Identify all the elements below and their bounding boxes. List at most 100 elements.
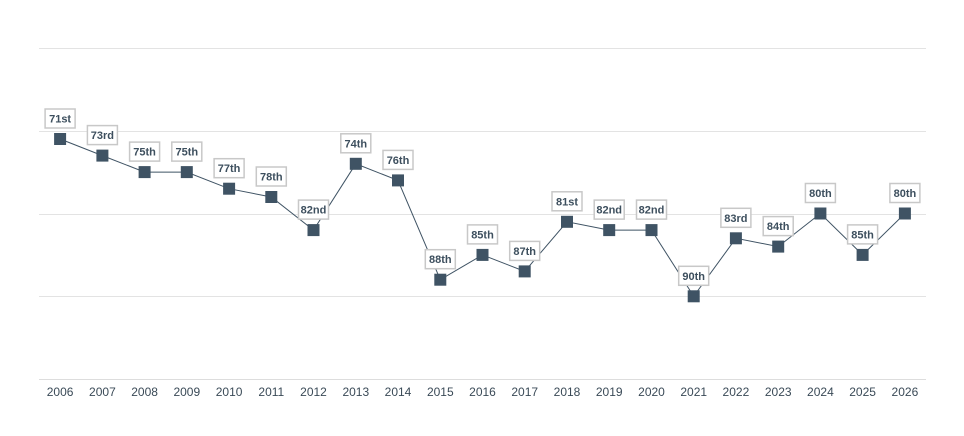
marker-2022 <box>729 232 742 245</box>
data-label-text: 82nd <box>639 205 665 217</box>
data-label-2025: 85th <box>846 224 879 245</box>
gridlines <box>39 48 926 297</box>
data-label-2026: 80th <box>889 182 921 204</box>
data-label-2011: 78th <box>255 166 288 187</box>
marker-2021 <box>687 290 700 303</box>
data-label-2022: 83rd <box>720 207 752 229</box>
data-label-text: 83rd <box>724 213 747 225</box>
marker-2013 <box>349 157 362 170</box>
marker-2010 <box>223 182 236 195</box>
data-label-box <box>382 149 414 171</box>
x-tick-2021: 2021 <box>680 385 707 399</box>
data-label-2016: 85th <box>466 224 499 245</box>
data-label-text: 75th <box>133 147 156 159</box>
data-label-2019: 82nd <box>593 199 625 220</box>
data-label-2023: 84th <box>762 215 794 237</box>
x-tick-2025: 2025 <box>849 385 876 399</box>
marker-2019 <box>603 224 616 237</box>
data-label-text: 85th <box>471 229 494 241</box>
x-tick-2017: 2017 <box>511 385 538 399</box>
marker-2023 <box>772 240 785 253</box>
marker-2016 <box>476 248 489 261</box>
x-tick-2014: 2014 <box>385 385 412 399</box>
x-tick-2016: 2016 <box>469 385 496 399</box>
data-label-box <box>762 215 794 237</box>
data-label-text: 81st <box>556 196 578 208</box>
data-label-2008: 75th <box>128 141 161 162</box>
data-label-text: 82nd <box>596 205 622 217</box>
marker-2025 <box>856 248 869 261</box>
data-label-text: 77th <box>218 163 241 175</box>
marker-2018 <box>561 215 573 228</box>
data-label-box <box>677 265 710 287</box>
data-label-box <box>213 157 245 179</box>
data-label-box <box>804 182 837 204</box>
marker-2007 <box>96 149 109 162</box>
data-label-text: 85th <box>851 229 874 241</box>
marker-2006 <box>54 133 67 145</box>
x-tick-2008: 2008 <box>131 385 158 399</box>
x-tick-2012: 2012 <box>300 385 327 399</box>
data-label-2020: 82nd <box>635 199 668 220</box>
marker-2020 <box>645 224 658 237</box>
data-label-2006: 71st <box>44 108 76 129</box>
data-label-box <box>508 240 541 262</box>
x-tick-2013: 2013 <box>342 385 369 399</box>
data-label-text: 80th <box>894 188 917 200</box>
data-label-text: 90th <box>682 271 705 283</box>
marker-2017 <box>518 265 531 278</box>
data-label-box <box>846 224 879 245</box>
data-label-text: 82nd <box>301 205 327 217</box>
data-label-text: 74th <box>344 138 367 150</box>
x-tick-labels: 2006 2007 2008 2009 2010 2011 2012 2013 2014 2015… <box>47 385 919 399</box>
data-label-box <box>128 141 161 162</box>
data-label-2017: 87th <box>508 240 541 262</box>
data-label-text: 76th <box>387 155 410 167</box>
data-label-box <box>44 108 76 129</box>
data-label-text: 84th <box>767 221 790 233</box>
data-label-box <box>86 124 119 146</box>
data-label-2012: 82nd <box>297 199 330 220</box>
data-label-text: 73rd <box>91 130 114 142</box>
x-tick-2009: 2009 <box>173 385 200 399</box>
x-tick-2022: 2022 <box>723 385 750 399</box>
x-tick-2018: 2018 <box>554 385 581 399</box>
data-label-text: 88th <box>429 254 452 266</box>
marker-2014 <box>392 174 404 187</box>
x-tick-2024: 2024 <box>807 385 834 399</box>
x-tick-2007: 2007 <box>89 385 116 399</box>
data-label-2015: 88th <box>424 248 457 270</box>
data-label-2024: 80th <box>804 182 837 204</box>
marker-2009 <box>180 166 193 179</box>
x-tick-2019: 2019 <box>596 385 623 399</box>
x-tick-2010: 2010 <box>216 385 243 399</box>
data-label-box <box>551 191 583 212</box>
data-label-box <box>593 199 625 220</box>
x-tick-2026: 2026 <box>892 385 919 399</box>
x-tick-2011: 2011 <box>258 385 284 399</box>
x-tick-2020: 2020 <box>638 385 665 399</box>
data-label-box <box>466 224 499 245</box>
x-tick-2015: 2015 <box>427 385 454 399</box>
data-label-text: 71st <box>49 114 71 126</box>
data-label-2007: 73rd <box>86 124 119 146</box>
data-label-box <box>340 133 372 154</box>
marker-2012 <box>307 224 320 237</box>
data-label-2010: 77th <box>213 157 245 179</box>
data-label-2013: 74th <box>340 133 372 154</box>
marker-2024 <box>814 207 827 220</box>
data-label-box <box>255 166 288 187</box>
marker-2015 <box>434 273 447 286</box>
data-label-box <box>424 248 457 270</box>
data-label-text: 75th <box>175 147 198 159</box>
data-label-box <box>635 199 668 220</box>
marker-2026 <box>898 207 911 220</box>
data-labels: 71st 73rd 75th 75th 77th 78th 82nd 74th 76th 88th… <box>44 108 921 287</box>
data-label-box <box>297 199 330 220</box>
data-label-text: 87th <box>513 246 536 258</box>
data-label-box <box>720 207 752 229</box>
data-label-2014: 76th <box>382 149 414 171</box>
data-label-text: 78th <box>260 172 283 184</box>
